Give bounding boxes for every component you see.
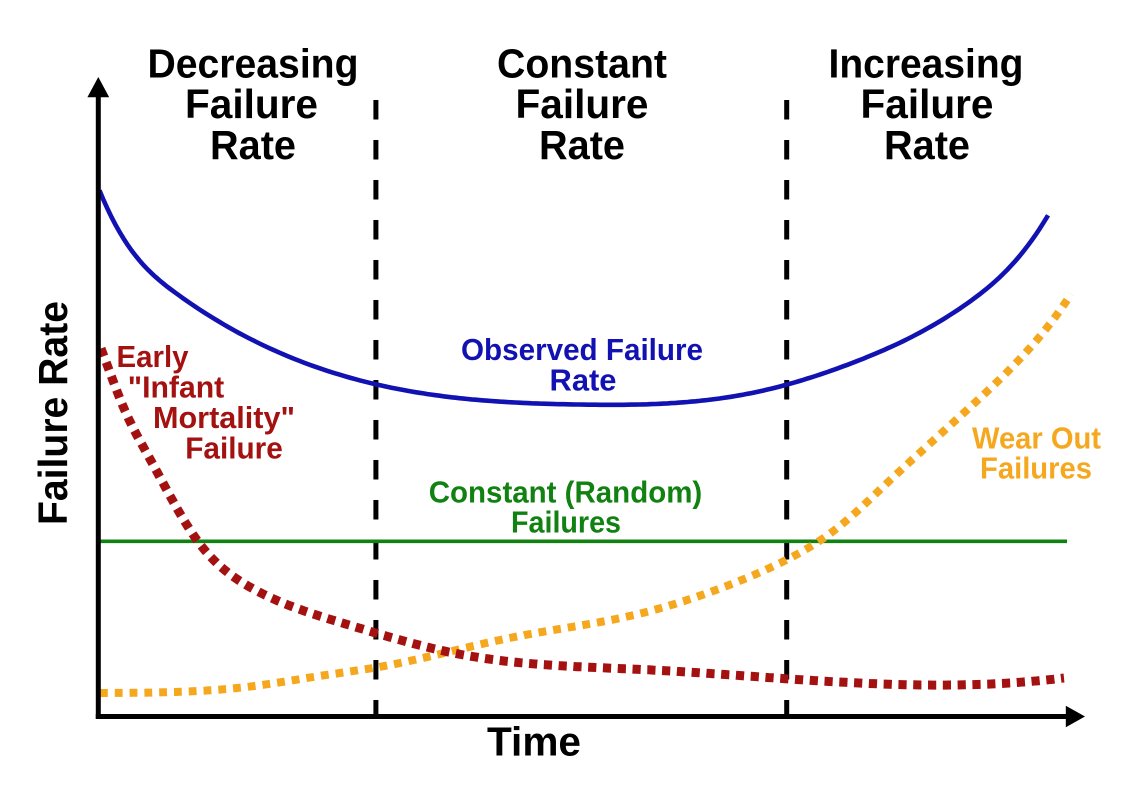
- svg-text:Time: Time: [487, 719, 581, 765]
- svg-text:Failure Rate: Failure Rate: [30, 301, 76, 525]
- svg-text:Rate: Rate: [884, 122, 970, 168]
- svg-text:Failure: Failure: [185, 81, 318, 127]
- svg-text:Failures: Failures: [980, 452, 1092, 486]
- svg-text:Rate: Rate: [550, 364, 617, 398]
- svg-text:Decreasing: Decreasing: [148, 40, 359, 86]
- svg-text:Increasing: Increasing: [829, 40, 1024, 86]
- svg-text:Failures: Failures: [511, 506, 621, 540]
- svg-text:Mortality": Mortality": [153, 401, 295, 435]
- svg-text:"Infant: "Infant: [128, 371, 225, 405]
- svg-text:Wear Out: Wear Out: [972, 422, 1101, 456]
- svg-text:Failure: Failure: [516, 81, 649, 127]
- svg-text:Early: Early: [117, 340, 189, 374]
- svg-text:Observed Failure: Observed Failure: [461, 333, 703, 367]
- svg-text:Failure: Failure: [861, 81, 994, 127]
- svg-text:Constant: Constant: [497, 40, 667, 86]
- svg-text:Rate: Rate: [539, 122, 625, 168]
- svg-text:Rate: Rate: [210, 122, 296, 168]
- svg-text:Constant (Random): Constant (Random): [429, 476, 703, 510]
- svg-text:Failure: Failure: [185, 432, 283, 466]
